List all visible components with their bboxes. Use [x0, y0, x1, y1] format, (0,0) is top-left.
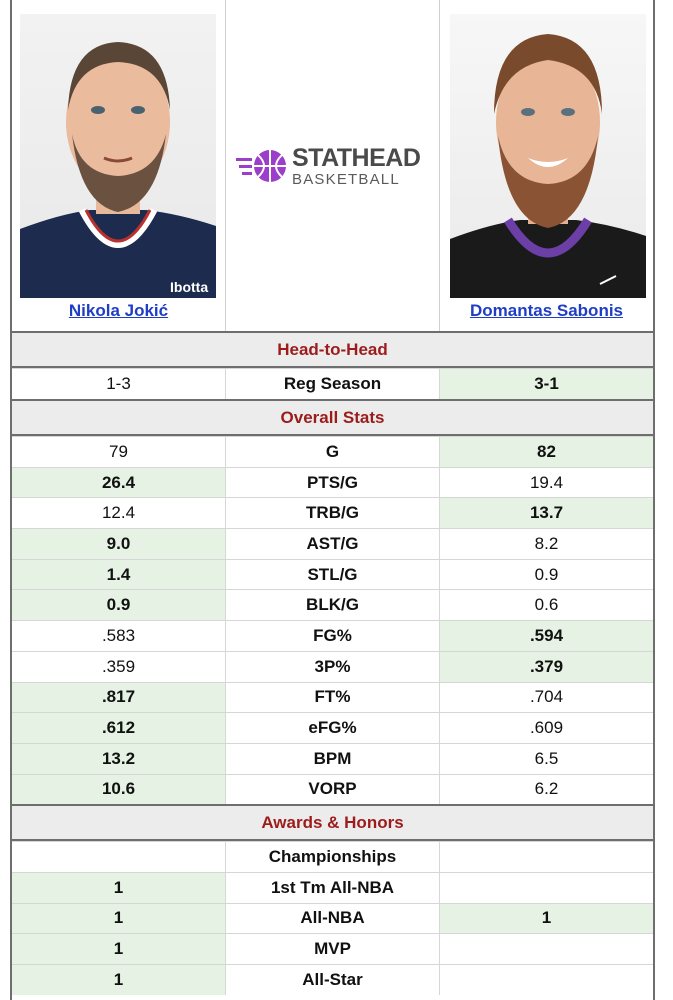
left-value-cell: 9.0 — [12, 529, 226, 559]
stat-label-cell: 3P% — [226, 651, 440, 682]
right-value-cell — [440, 842, 653, 872]
right-player-photo — [450, 14, 646, 298]
left-value-cell: 1-3 — [12, 369, 226, 399]
right-value-cell: 0.9 — [534, 564, 559, 584]
comparison-frame: Ibotta Nikola Jokić STATHEAD BASKETBALL — [10, 0, 655, 1000]
head-to-head-rows: 1-3 Reg Season 3-1 — [12, 368, 653, 399]
players-header: Ibotta Nikola Jokić STATHEAD BASKETBALL — [12, 0, 653, 331]
left-value-cell: 26.4 — [12, 467, 226, 498]
stat-label-cell: All-Star — [226, 965, 440, 995]
logo-cell: STATHEAD BASKETBALL — [226, 0, 440, 331]
table-row: 12.4 TRB/G 13.7 — [12, 497, 653, 529]
table-row: 1.4 STL/G 0.9 — [12, 558, 653, 590]
right-value-cell — [440, 934, 653, 964]
table-row: .817 FT% .704 — [12, 681, 653, 713]
table-row: 1 All-NBA 1 — [12, 902, 653, 934]
section-header-awards: Awards & Honors — [12, 804, 653, 842]
right-value-cell: .704 — [529, 687, 564, 707]
left-player-photo: Ibotta — [20, 14, 216, 298]
stat-label-cell: FT% — [226, 682, 440, 713]
right-value-cell: 6.5 — [534, 748, 559, 768]
right-value-cell — [440, 965, 653, 995]
table-row: 1-3 Reg Season 3-1 — [12, 368, 653, 399]
table-row: .359 3P% .379 — [12, 650, 653, 682]
right-value-cell — [440, 873, 653, 903]
stat-label-cell: BPM — [226, 743, 440, 774]
right-value-cell: 1 — [440, 903, 653, 934]
left-value-cell: .612 — [12, 713, 226, 743]
right-value-cell: .609 — [529, 718, 564, 738]
table-row: .583 FG% .594 — [12, 620, 653, 651]
stathead-logo[interactable]: STATHEAD BASKETBALL — [236, 145, 432, 187]
left-value-cell: 1.4 — [12, 559, 226, 590]
table-row: 1 1st Tm All-NBA — [12, 871, 653, 903]
table-row: 26.4 PTS/G 19.4 — [12, 466, 653, 498]
awards-rows: Championships 1 1st Tm All-NBA 1 All-NBA 1 1 MV… — [12, 841, 653, 995]
right-value-cell: 8.2 — [534, 533, 559, 553]
table-row: Championships — [12, 841, 653, 872]
right-value-cell: .379 — [440, 651, 653, 682]
stat-label-cell: G — [226, 437, 440, 467]
left-value-cell: 1 — [12, 903, 226, 934]
stat-label-cell: STL/G — [226, 559, 440, 590]
left-value-cell: 79 — [12, 437, 226, 467]
stat-label-cell: Championships — [226, 842, 440, 872]
left-value-cell: 1 — [12, 872, 226, 903]
stat-label-cell: FG% — [226, 621, 440, 651]
left-value-cell: .359 — [12, 651, 226, 682]
left-value-cell: 10.6 — [12, 774, 226, 805]
right-value-cell: 3-1 — [440, 369, 653, 399]
table-row: 0.9 BLK/G 0.6 — [12, 589, 653, 621]
stat-label-cell: VORP — [226, 774, 440, 805]
table-row: .612 eFG% .609 — [12, 712, 653, 743]
right-value-cell: 13.7 — [440, 498, 653, 529]
stat-label-cell: BLK/G — [226, 590, 440, 621]
left-value-cell: 1 — [12, 934, 226, 964]
overall-stats-rows: 79 G 82 26.4 PTS/G 19.4 12.4 TRB/G 13.7 9.0 AST/G 8… — [12, 436, 653, 805]
table-row: 9.0 AST/G 8.2 — [12, 528, 653, 559]
stat-label-cell: PTS/G — [226, 467, 440, 498]
table-row: 13.2 BPM 6.5 — [12, 742, 653, 774]
svg-text:Ibotta: Ibotta — [170, 279, 208, 295]
left-player-portrait-icon: Ibotta — [20, 42, 216, 298]
left-value-cell: 1 — [12, 965, 226, 995]
left-player-name-link[interactable]: Nikola Jokić — [68, 301, 169, 320]
left-value-cell — [12, 842, 226, 872]
stat-label-cell: TRB/G — [226, 498, 440, 529]
stat-label-cell: MVP — [226, 934, 440, 964]
left-value-cell: 13.2 — [12, 743, 226, 774]
right-value-cell: 0.6 — [534, 595, 559, 615]
table-row: 10.6 VORP 6.2 — [12, 773, 653, 805]
section-header-head-to-head: Head-to-Head — [12, 331, 653, 368]
table-row: 1 MVP — [12, 933, 653, 964]
left-value-cell: .583 — [12, 621, 226, 651]
logo-subtitle: BASKETBALL — [292, 170, 400, 188]
right-player-name-link[interactable]: Domantas Sabonis — [469, 301, 624, 320]
table-row: 1 All-Star — [12, 964, 653, 995]
basketball-logo-icon — [236, 150, 286, 182]
stat-label-cell: 1st Tm All-NBA — [226, 872, 440, 903]
stat-label-cell: eFG% — [226, 713, 440, 743]
stat-label-cell: AST/G — [226, 529, 440, 559]
right-player-cell: Domantas Sabonis — [440, 0, 653, 331]
left-value-cell: .817 — [12, 682, 226, 713]
logo-title: STATHEAD — [292, 143, 421, 172]
left-value-cell: 0.9 — [12, 590, 226, 621]
comparison-table: Head-to-Head 1-3 Reg Season 3-1 Overall St… — [12, 331, 653, 995]
right-value-cell: 19.4 — [529, 472, 564, 492]
stat-label-cell: Reg Season — [226, 369, 440, 399]
left-player-cell: Ibotta Nikola Jokić — [12, 0, 226, 331]
table-row: 79 G 82 — [12, 436, 653, 467]
left-value-cell: 12.4 — [12, 498, 226, 529]
right-value-cell: 6.2 — [534, 779, 559, 799]
stat-label-cell: All-NBA — [226, 903, 440, 934]
right-value-cell: 82 — [440, 437, 653, 467]
section-header-overall-stats: Overall Stats — [12, 399, 653, 436]
right-player-portrait-icon — [450, 34, 646, 298]
right-value-cell: .594 — [440, 621, 653, 651]
